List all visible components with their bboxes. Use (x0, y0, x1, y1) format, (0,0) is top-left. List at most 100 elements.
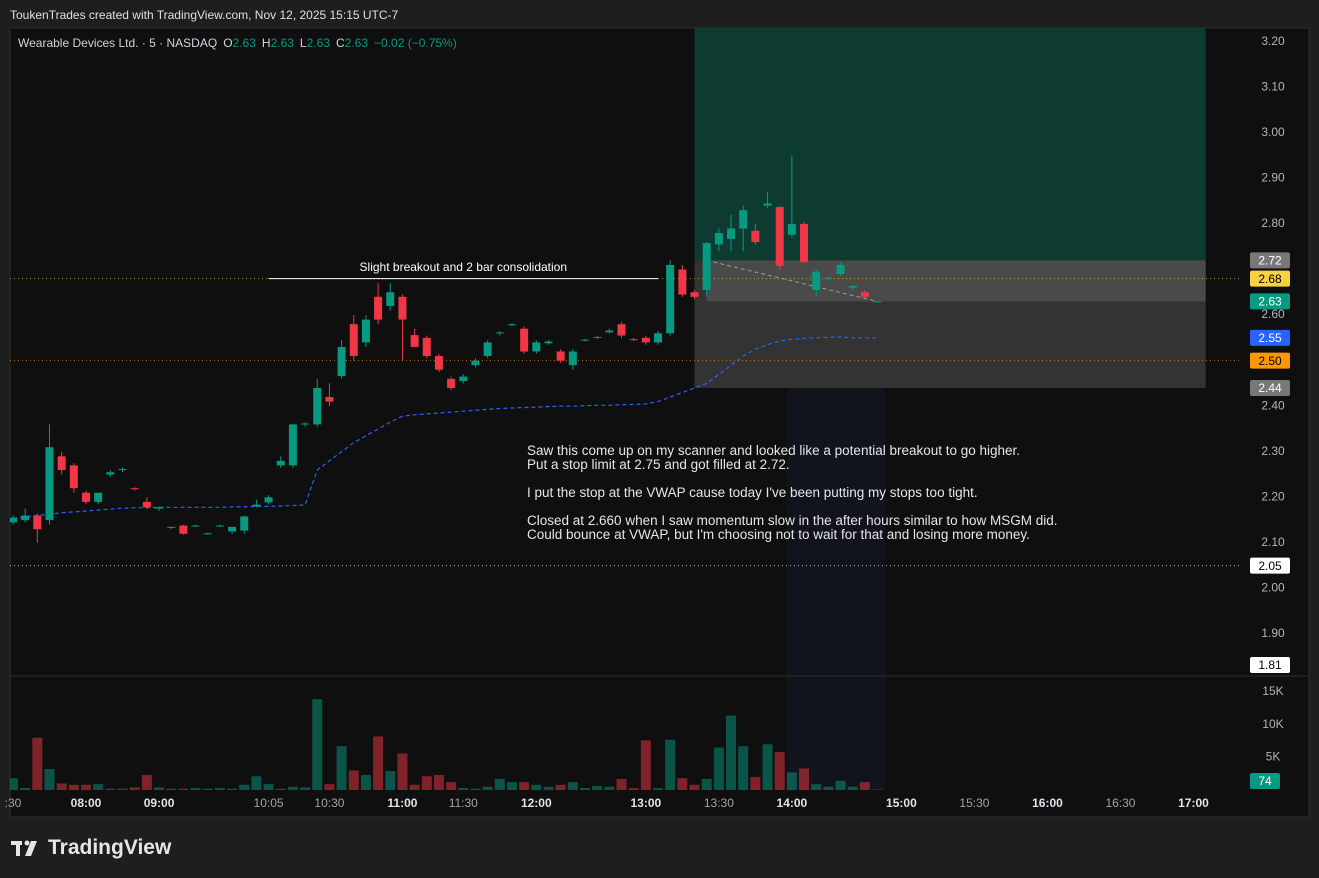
y-tick-label: 2.90 (1261, 171, 1285, 185)
brand: TradingView (48, 836, 172, 859)
volume-bar (300, 787, 311, 790)
candle-body (215, 525, 224, 527)
candle-body (641, 337, 650, 343)
y-tick-label: 2.30 (1261, 444, 1285, 458)
candle-body (142, 501, 151, 508)
candle-body (763, 203, 772, 206)
candle-body (301, 423, 310, 425)
volume-bar (190, 788, 201, 790)
volume-bar (774, 752, 785, 790)
candle-body (57, 456, 66, 470)
candle-body (836, 264, 845, 275)
header: ToukenTrades created with TradingView.co… (10, 8, 399, 22)
candle-body (617, 324, 626, 336)
volume-bar (653, 788, 664, 790)
volume-bar (312, 699, 323, 790)
candle-body (325, 397, 334, 402)
candle-body (593, 336, 602, 338)
volume-bar (604, 786, 615, 790)
position-open-pl (706, 260, 1206, 302)
candle-body (276, 460, 285, 466)
legend-change: −0.02 (−0.75%) (374, 36, 457, 50)
candle-body (240, 516, 249, 531)
candle-body (568, 351, 577, 366)
price-marker-label: 2.05 (1258, 559, 1282, 573)
legend-key: O (223, 36, 233, 50)
x-tick-label: 10:05 (254, 796, 284, 810)
volume-bar (336, 746, 347, 790)
volume-bar (141, 774, 152, 790)
y-tick-label: 2.60 (1261, 307, 1285, 321)
y-tick-label: 3.20 (1261, 34, 1285, 48)
price-marker (1250, 379, 1290, 396)
y-tick-label: 3.10 (1261, 79, 1285, 93)
volume-bar (360, 774, 371, 790)
note-paragraph: Closed at 2.660 when I saw momentum slow… (527, 514, 1057, 542)
legend-value: 2.63 (232, 36, 256, 50)
volume-bar (287, 786, 298, 790)
candle-body (434, 356, 443, 370)
volume-bar (263, 784, 274, 790)
candle-body (507, 324, 516, 326)
note-line: I put the stop at the VWAP cause today I… (527, 485, 978, 500)
volume-bar (214, 788, 225, 790)
volume-bar (519, 782, 530, 790)
candle-body (690, 292, 699, 297)
price-marker-label: 2.63 (1258, 295, 1282, 309)
volume-bar (640, 740, 651, 790)
candle-body (873, 301, 882, 303)
volume-bar (543, 786, 554, 790)
volume-bar (738, 746, 749, 790)
candle-body (398, 296, 407, 320)
volume-bar (239, 784, 250, 790)
candle-body (361, 319, 370, 343)
volume-bar (227, 788, 238, 790)
volume-bar (166, 788, 177, 790)
x-tick-label: 12:00 (521, 796, 552, 810)
legend-value: 2.63 (270, 36, 294, 50)
volume-bar (579, 788, 590, 790)
volume-bar (32, 737, 43, 790)
volume-bar (811, 784, 822, 790)
volume-bar (446, 782, 457, 790)
volume-marker (1250, 773, 1280, 789)
volume-bar (555, 784, 566, 790)
candle-body (130, 488, 139, 490)
x-tick-label: 11:30 (449, 796, 478, 810)
volume-bar (433, 774, 444, 790)
candle-body (410, 335, 419, 347)
volume-bar (105, 788, 116, 790)
x-tick-label: 10:30 (314, 796, 344, 810)
x-tick-label: 08:00 (71, 796, 102, 810)
note-line: Could bounce at VWAP, but I'm choosing n… (527, 527, 1030, 542)
volume-bar (494, 778, 505, 790)
candle-body (532, 342, 541, 352)
legend-value: 2.63 (306, 36, 330, 50)
volume-bar (567, 782, 578, 790)
legend-key: H (261, 36, 271, 50)
volume-bar (616, 778, 627, 790)
axes: 1.90 2.00 2.10 2.20 2.30 2.40 2.60 2.80 2.90 3.00… (5, 34, 1290, 810)
candle-body (33, 515, 42, 530)
legend: Wearable Devices Ltd. · 5 · NASDAQ O2.63 H… (18, 36, 457, 50)
volume-bar (397, 753, 408, 790)
x-tick-label: 13:00 (630, 796, 661, 810)
volume-bar (20, 788, 31, 790)
volume-bar (93, 784, 104, 790)
candle-body (21, 515, 30, 521)
price-marker (1250, 270, 1290, 287)
volume-tick-label: 10K (1262, 717, 1283, 731)
candle-body (471, 360, 480, 366)
x-tick-label: 15:00 (886, 796, 917, 810)
y-tick-label: 1.90 (1261, 626, 1285, 640)
candle-body (422, 337, 431, 357)
candle-body (666, 264, 675, 334)
candle-body (483, 342, 492, 357)
candle-body (447, 378, 456, 388)
y-tick-label: 2.80 (1261, 216, 1285, 230)
volume-bar (701, 778, 712, 790)
volume-bar (409, 784, 420, 790)
candle-body (702, 243, 711, 290)
position-target-zone (694, 28, 1206, 261)
note-line: Saw this come up on my scanner and looke… (527, 443, 1021, 458)
